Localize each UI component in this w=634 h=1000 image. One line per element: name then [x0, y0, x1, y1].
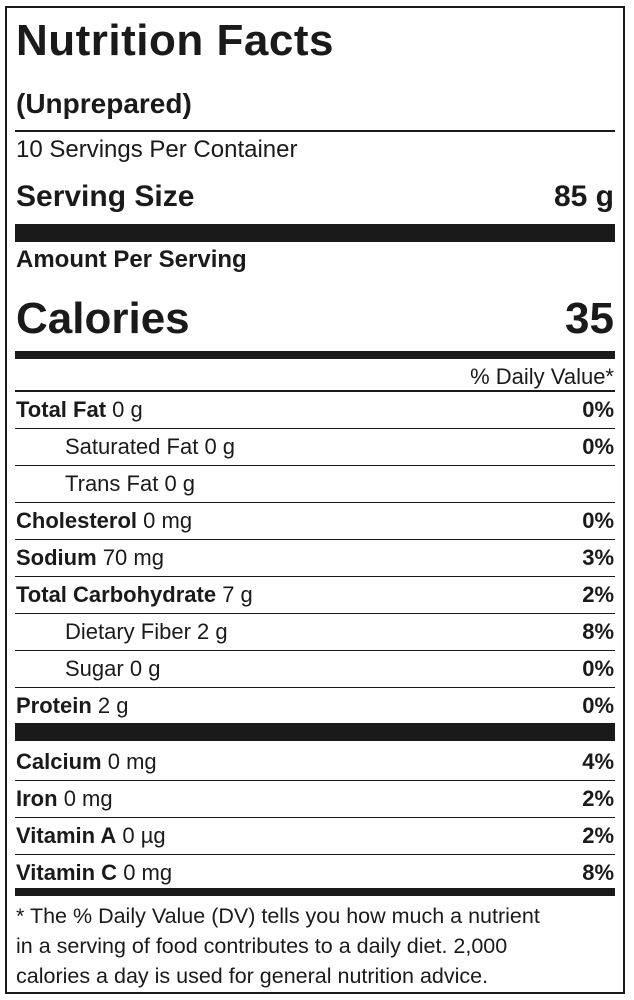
calories-value: 35 — [565, 294, 614, 343]
nutrient-label: Total Fat — [16, 397, 107, 422]
nutrient-label: Sugar — [65, 656, 124, 681]
nutrient-name: Dietary Fiber 2 g — [65, 619, 228, 645]
calories-label: Calories — [16, 294, 190, 343]
vitamin-label: Vitamin A — [16, 823, 117, 848]
nutrient-amount: 0 g — [204, 434, 236, 459]
nutrition-facts-label: Nutrition Facts (Unprepared) 10 Servings… — [5, 6, 625, 994]
vitamin-row: Vitamin A 0 µg 2% — [15, 818, 615, 855]
vitamin-label: Vitamin C — [16, 860, 118, 885]
nutrient-row: Total Carbohydrate 7 g 2% — [15, 577, 615, 614]
nutrient-name: Total Carbohydrate 7 g — [16, 582, 253, 608]
vitamin-daily-value: 2% — [582, 786, 614, 811]
nutrient-amount: 0 g — [129, 656, 161, 681]
vitamin-amount: 0 mg — [107, 749, 157, 774]
nutrient-row: Dietary Fiber 2 g 8% — [15, 614, 615, 651]
vitamin-row: Vitamin C 0 mg 8% — [15, 855, 615, 891]
nutrient-daily-value: 2% — [582, 582, 614, 607]
nutrient-amount: 7 g — [222, 582, 253, 607]
vitamin-label: Iron — [16, 786, 58, 811]
nutrient-label: Saturated Fat — [65, 434, 199, 459]
servings-per-container: 10 Servings Per Container — [16, 136, 298, 163]
vitamin-name: Iron 0 mg — [16, 786, 113, 812]
divider-thick — [15, 723, 615, 741]
nutrient-name: Cholesterol 0 mg — [16, 508, 192, 534]
nutrient-row: Sodium 70 mg 3% — [15, 540, 615, 577]
nutrient-label: Protein — [16, 693, 92, 718]
nutrient-amount: 0 mg — [143, 508, 193, 533]
nutrient-label: Cholesterol — [16, 508, 138, 533]
vitamin-daily-value: 8% — [582, 860, 614, 885]
vitamin-name: Vitamin A 0 µg — [16, 823, 166, 849]
serving-size-value: 85 g — [553, 180, 614, 213]
nutrient-daily-value: 0% — [582, 656, 614, 681]
nutrient-name: Sugar 0 g — [65, 656, 160, 682]
nutrient-daily-value: 8% — [582, 619, 614, 644]
nutrient-label: Sodium — [16, 545, 97, 570]
nutrient-amount: 0 g — [112, 397, 143, 422]
vitamin-amount: 0 mg — [123, 860, 173, 885]
nutrient-row: Cholesterol 0 mg 0% — [15, 503, 615, 540]
serving-size-label: Serving Size — [16, 180, 195, 213]
divider-thin — [15, 390, 615, 392]
nutrient-daily-value: 0% — [582, 434, 614, 459]
divider-medium — [15, 351, 615, 359]
nutrient-label: Dietary Fiber — [65, 619, 191, 644]
nutrient-name: Total Fat 0 g — [16, 397, 143, 423]
nutrient-row: Protein 2 g 0% — [15, 688, 615, 724]
nutrient-row: Total Fat 0 g 0% — [15, 392, 615, 429]
amount-per-serving-label: Amount Per Serving — [16, 246, 247, 273]
footnote-line: calories a day is used for general nutri… — [16, 964, 489, 988]
nutrient-daily-value: 3% — [582, 545, 614, 570]
nutrient-row: Sugar 0 g 0% — [15, 651, 615, 688]
divider-thick — [15, 224, 615, 242]
nutrient-amount: 2 g — [197, 619, 228, 644]
daily-value-header: % Daily Value* — [470, 364, 614, 389]
nutrient-label: Trans Fat — [65, 471, 159, 496]
nutrient-daily-value: 0% — [582, 508, 614, 533]
nutrient-name: Sodium 70 mg — [16, 545, 164, 571]
nutrient-daily-value: 0% — [582, 693, 614, 718]
label-title: Nutrition Facts — [16, 16, 334, 65]
vitamin-name: Calcium 0 mg — [16, 749, 157, 775]
footnote-line: * The % Daily Value (DV) tells you how m… — [16, 904, 540, 928]
divider-thin — [15, 130, 615, 132]
nutrient-name: Trans Fat 0 g — [65, 471, 195, 497]
vitamin-amount: 0 µg — [122, 823, 166, 848]
vitamin-name: Vitamin C 0 mg — [16, 860, 172, 886]
nutrient-row: Trans Fat 0 g — [15, 466, 615, 503]
label-subtitle: (Unprepared) — [16, 88, 192, 119]
vitamin-daily-value: 4% — [582, 749, 614, 774]
nutrient-label: Total Carbohydrate — [16, 582, 217, 607]
vitamin-amount: 0 mg — [63, 786, 113, 811]
nutrient-amount: 2 g — [97, 693, 129, 718]
nutrient-amount: 0 g — [164, 471, 196, 496]
nutrient-row: Saturated Fat 0 g 0% — [15, 429, 615, 466]
nutrient-daily-value: 0% — [582, 397, 614, 422]
nutrient-amount: 70 mg — [102, 545, 164, 570]
vitamin-row: Calcium 0 mg 4% — [15, 744, 615, 781]
nutrient-name: Saturated Fat 0 g — [65, 434, 235, 460]
divider-medium — [15, 888, 615, 896]
vitamin-daily-value: 2% — [582, 823, 614, 848]
vitamin-label: Calcium — [16, 749, 102, 774]
vitamin-row: Iron 0 mg 2% — [15, 781, 615, 818]
nutrient-name: Protein 2 g — [16, 693, 129, 719]
footnote-line: in a serving of food contributes to a da… — [16, 934, 508, 958]
footnote: * The % Daily Value (DV) tells you how m… — [16, 901, 540, 991]
